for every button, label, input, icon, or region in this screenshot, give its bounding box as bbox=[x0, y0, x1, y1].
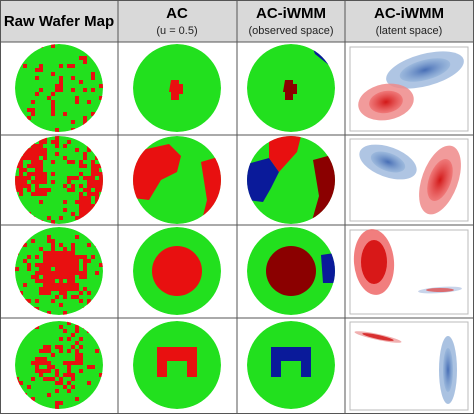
header-title: Raw Wafer Map bbox=[4, 13, 114, 30]
latent-plot bbox=[349, 46, 469, 132]
wafer bbox=[15, 227, 103, 315]
wafer bbox=[133, 227, 221, 315]
header-title: AC bbox=[166, 5, 188, 22]
wafer bbox=[247, 44, 335, 132]
wafer bbox=[133, 321, 221, 409]
latent-plot bbox=[349, 229, 469, 315]
wafer bbox=[247, 136, 335, 224]
wafer bbox=[15, 136, 103, 224]
wafer bbox=[133, 44, 221, 132]
latent-plot bbox=[349, 321, 469, 411]
wafer bbox=[15, 44, 103, 132]
header-title: AC-iWMM bbox=[374, 5, 444, 22]
raw-wafers bbox=[15, 44, 103, 409]
header-subtitle: (u = 0.5) bbox=[156, 25, 197, 37]
wafer bbox=[133, 136, 221, 224]
wafer bbox=[15, 321, 103, 409]
header-subtitle: (observed space) bbox=[249, 25, 334, 37]
latent-plot bbox=[349, 138, 469, 222]
header-subtitle: (latent space) bbox=[376, 25, 443, 37]
wafer bbox=[247, 227, 335, 315]
wafer bbox=[247, 321, 335, 409]
header-title: AC-iWMM bbox=[256, 5, 326, 22]
